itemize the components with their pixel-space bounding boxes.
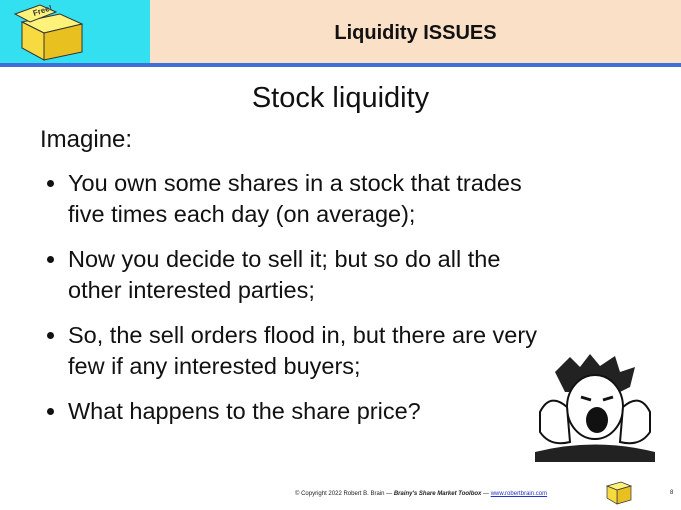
footer-separator: —: [483, 491, 489, 497]
bullet: You own some shares in a stock that trad…: [68, 168, 548, 230]
logo-icon: Free!: [0, 0, 150, 63]
header-rule: [0, 63, 681, 67]
slide: Free! Liquidity ISSUES Stock liquidity I…: [0, 0, 681, 510]
screaming-man-clipart: [525, 352, 655, 462]
footer-toolbox: Brainy's Share Market Toolbox: [394, 491, 482, 497]
bullet: Now you decide to sell it; but so do all…: [68, 244, 548, 306]
bullet: What happens to the share price?: [68, 396, 548, 427]
intro-text: Imagine:: [40, 126, 132, 154]
footer-link[interactable]: www.robertbrain.com: [491, 491, 547, 497]
header-title: Liquidity ISSUES: [150, 22, 681, 45]
bullet-list: You own some shares in a stock that trad…: [40, 168, 548, 441]
slide-title: Stock liquidity: [0, 82, 681, 115]
bullet: So, the sell orders flood in, but there …: [68, 320, 548, 382]
logo-area: Free!: [0, 0, 150, 63]
footer-logo: [603, 478, 637, 506]
footer: © Copyright 2022 Robert B. Brain — Brain…: [295, 491, 547, 497]
page-number: 8: [670, 490, 673, 496]
header-banner: Liquidity ISSUES: [150, 0, 681, 63]
footer-copyright: © Copyright 2022 Robert B. Brain —: [295, 491, 392, 497]
